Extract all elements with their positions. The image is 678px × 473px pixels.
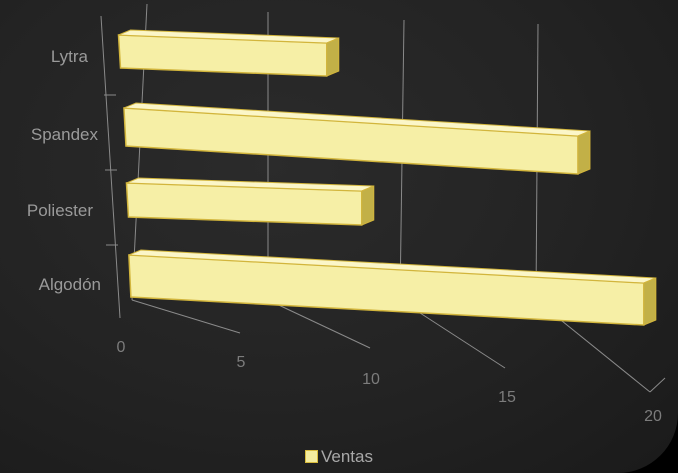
x-tick-label: 5 — [237, 354, 246, 371]
legend: Ventas — [0, 447, 678, 467]
gridline-floor-edge — [649, 377, 666, 393]
legend-label: Ventas — [321, 447, 373, 466]
bar-side-spandex — [577, 130, 591, 175]
bar-side-algodón — [643, 277, 657, 326]
x-tick-label: 0 — [117, 339, 126, 356]
gridline-floor — [267, 299, 371, 349]
category-label-poliester: Poliester — [27, 201, 93, 220]
x-tick-label: 10 — [362, 371, 380, 388]
x-tick-label: 15 — [498, 389, 516, 406]
category-axis — [100, 15, 121, 319]
category-label-lytra: Lytra — [51, 47, 89, 66]
legend-swatch — [305, 450, 318, 463]
category-label-spandex: Spandex — [31, 125, 99, 144]
bar-side-lytra — [326, 37, 340, 77]
bar-chart: Lytra Spandex Poliester Algodón 0 5 10 15 20 — [27, 3, 666, 425]
bar-side-poliester — [361, 185, 375, 226]
category-label-algodón: Algodón — [39, 275, 101, 294]
x-tick-label: 20 — [644, 408, 662, 425]
gridline-floor — [131, 299, 241, 334]
